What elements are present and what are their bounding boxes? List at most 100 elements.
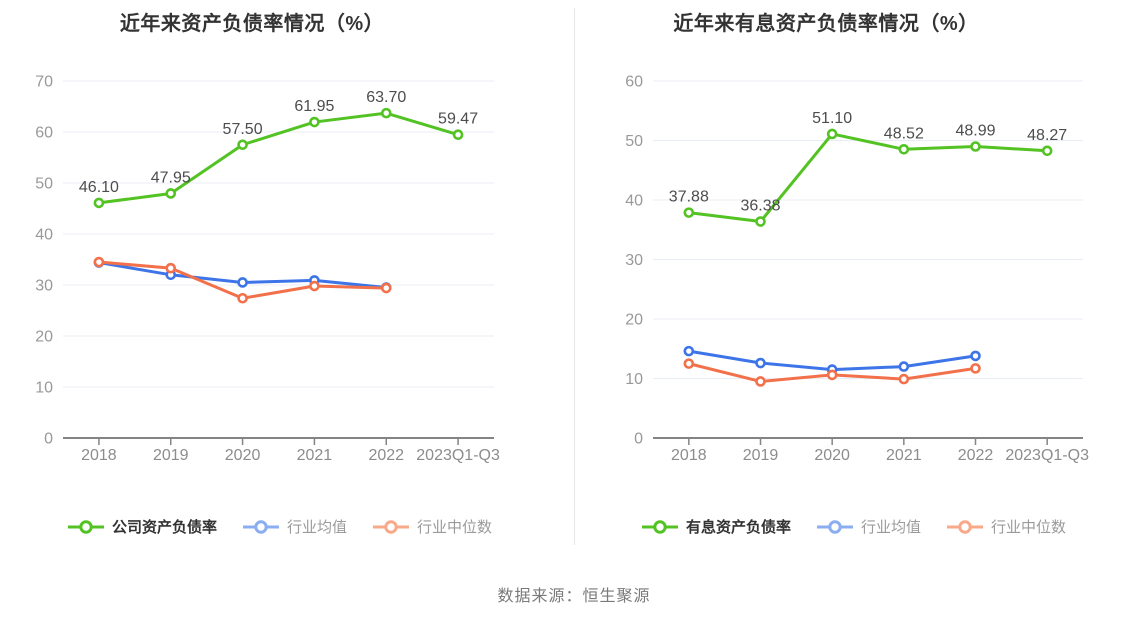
y-tick-label: 50 <box>35 176 53 193</box>
data-point <box>93 256 105 268</box>
data-point <box>755 357 766 369</box>
chart-panel-interest-bearing: 近年来有息资产负债率情况（%） 0 10 20 30 40 50 60 2018 2019 202… <box>574 0 1148 560</box>
legend-line-marker-icon <box>641 519 678 534</box>
chart-title-interest-bearing: 近年来有息资产负债率情况（%） <box>673 13 979 35</box>
series-industry-avg <box>683 345 981 375</box>
data-point <box>165 262 177 274</box>
x-tick-label: 2023Q1-Q3 <box>1005 447 1089 464</box>
y-gridlines <box>653 80 1083 379</box>
legend-label: 行业中位数 <box>991 519 1067 536</box>
data-point-label: 61.95 <box>294 98 334 115</box>
data-point-label: 46.10 <box>79 179 119 196</box>
data-point-label: 57.50 <box>223 121 263 138</box>
legend-item-company[interactable]: 有息资产负债率 <box>641 516 791 537</box>
legend-line-marker-icon <box>947 519 983 534</box>
data-point <box>683 207 695 218</box>
data-source-text: 数据来源：恒生聚源 <box>497 588 651 605</box>
x-tick-label: 2021 <box>886 447 922 464</box>
data-point-label: 63.70 <box>366 89 406 106</box>
y-tick-label: 70 <box>35 74 53 91</box>
legend-interest-bearing: 有息资产负债率 行业均值 行业中位数 <box>574 516 1148 537</box>
charts-row: 近年来资产负债率情况（%） 0 10 20 30 40 50 60 70 2018 2019 202… <box>0 0 1148 560</box>
y-tick-label: 30 <box>625 252 643 269</box>
series-industry-median <box>683 358 981 387</box>
data-point-label: 51.10 <box>812 110 852 127</box>
x-tick-label: 2022 <box>958 447 994 464</box>
data-point <box>683 358 695 369</box>
legend-item-industry-avg[interactable]: 行业均值 <box>816 516 921 537</box>
y-tick-label: 0 <box>44 431 53 448</box>
data-point <box>380 282 392 294</box>
y-tick-label: 10 <box>625 371 643 388</box>
data-point <box>309 116 320 128</box>
y-tick-label: 0 <box>634 431 643 448</box>
data-point <box>970 141 981 152</box>
y-tick-label: 60 <box>35 125 53 142</box>
data-point <box>970 363 981 374</box>
y-tick-label: 20 <box>625 312 643 329</box>
x-tick-label: 2022 <box>368 447 404 464</box>
data-point <box>1041 145 1053 157</box>
data-point <box>755 376 766 387</box>
data-point <box>237 277 248 288</box>
data-point <box>452 129 464 141</box>
x-tick-label: 2018 <box>671 447 707 464</box>
data-point-label: 47.95 <box>151 169 191 186</box>
legend-item-company[interactable]: 公司资产负债率 <box>67 516 217 537</box>
data-point-label: 37.88 <box>669 189 709 206</box>
x-tick-label: 2019 <box>743 447 779 464</box>
series-line <box>97 111 460 205</box>
data-point <box>309 280 320 292</box>
y-tick-label: 20 <box>35 329 53 346</box>
data-point <box>826 369 838 381</box>
series-company: 46.10 47.95 57.50 61.95 63.70 59.47 <box>79 89 478 209</box>
legend-label: 公司资产负债率 <box>111 519 217 536</box>
legend-label: 行业均值 <box>286 519 347 536</box>
x-tick-label: 2020 <box>225 447 261 464</box>
legend-line-marker-icon <box>67 519 104 534</box>
x-axis: 2018 2019 2020 2021 2022 2023Q1-Q3 <box>63 437 500 464</box>
data-point-label: 36.38 <box>740 198 780 215</box>
line-chart-interest-bearing: 0 10 20 30 40 50 60 2018 2019 2020 2021 2022 2023Q1-… <box>625 74 1089 465</box>
x-tick-label: 2021 <box>297 447 333 464</box>
x-tick-label: 2020 <box>814 447 850 464</box>
y-tick-label: 60 <box>625 74 643 91</box>
data-point-label: 59.47 <box>438 111 478 128</box>
panel-divider <box>574 8 575 545</box>
y-tick-label: 40 <box>35 227 53 244</box>
data-point-label: 48.27 <box>1027 127 1067 144</box>
legend-label: 行业中位数 <box>417 519 493 536</box>
legend-label: 有息资产负债率 <box>685 519 791 536</box>
legend-label: 行业均值 <box>860 519 921 536</box>
data-point-label: 48.99 <box>955 123 995 140</box>
legend-item-industry-avg[interactable]: 行业均值 <box>242 516 347 537</box>
y-tick-label: 10 <box>35 380 53 397</box>
y-tick-labels: 0 10 20 30 40 50 60 70 <box>35 74 53 448</box>
data-point <box>826 128 838 140</box>
chart-panel-asset-liability: 近年来资产负债率情况（%） 0 10 20 30 40 50 60 70 2018 2019 202… <box>0 0 574 560</box>
data-point <box>237 139 248 151</box>
legend-item-industry-median[interactable]: 行业中位数 <box>373 516 492 537</box>
x-tick-label: 2018 <box>81 447 117 464</box>
series-company: 37.88 36.38 51.10 48.52 48.99 48.27 <box>669 110 1067 227</box>
data-point <box>683 345 695 357</box>
series-industry-median <box>93 256 392 304</box>
data-point <box>898 144 910 155</box>
data-point <box>237 292 248 304</box>
legend-item-industry-median[interactable]: 行业中位数 <box>947 516 1066 537</box>
data-point <box>898 373 910 385</box>
data-point <box>165 188 177 199</box>
x-axis: 2018 2019 2020 2021 2022 2023Q1-Q3 <box>653 437 1089 464</box>
data-point <box>380 107 392 119</box>
data-point <box>93 197 105 209</box>
line-chart-asset-liability: 0 10 20 30 40 50 60 70 2018 2019 2020 2021 2022 2023Q… <box>35 74 500 465</box>
legend-line-marker-icon <box>373 519 409 534</box>
y-tick-label: 40 <box>625 193 643 210</box>
data-point-label: 48.52 <box>884 125 924 142</box>
data-point <box>755 216 766 227</box>
legend-line-marker-icon <box>816 519 853 534</box>
y-tick-label: 50 <box>625 133 643 150</box>
x-tick-label: 2019 <box>153 447 189 464</box>
y-tick-label: 30 <box>35 278 53 295</box>
